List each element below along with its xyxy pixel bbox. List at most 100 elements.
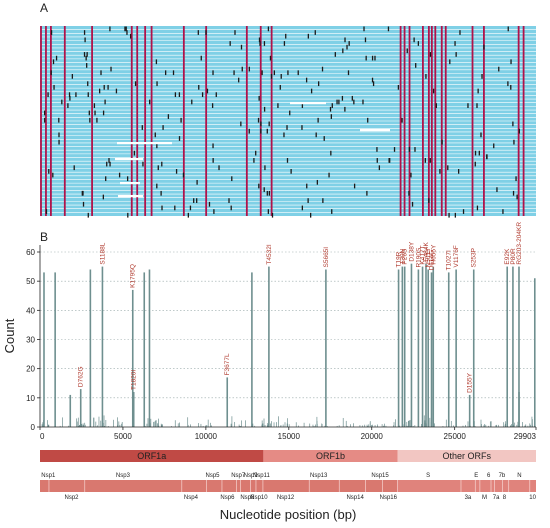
x-axis-title: Nucleotide position (bp) — [220, 507, 357, 522]
mutation-bar — [268, 266, 270, 427]
minor-mutation-bar — [366, 424, 368, 427]
variant-column — [150, 26, 153, 216]
sample-mutation-dot — [201, 92, 204, 98]
sample-mutation-dot — [88, 110, 90, 116]
minor-mutation-bar — [467, 421, 469, 427]
mutation-bar — [43, 272, 45, 427]
sample-mutation-dot — [127, 212, 129, 218]
sample-mutation-dot — [388, 158, 390, 163]
variant-column — [427, 26, 430, 216]
y-tick-label: 50 — [26, 277, 35, 286]
mutation-bar — [101, 266, 104, 427]
sample-mutation-dot — [52, 59, 55, 65]
minor-mutation-bar — [374, 425, 376, 427]
minor-mutation-bar — [516, 424, 518, 427]
mutation-label: T19R — [396, 251, 403, 267]
sample-mutation-dot — [87, 92, 89, 98]
nsp-label-top: N — [517, 473, 521, 479]
minor-mutation-bar — [450, 420, 452, 427]
minor-mutation-bar — [76, 418, 78, 427]
mutation-bar — [518, 392, 520, 427]
variant-column — [205, 26, 208, 216]
minor-mutation-bar — [155, 420, 157, 427]
sample-mutation-dot — [67, 103, 69, 108]
sample-mutation-dot — [393, 147, 396, 152]
nsp-label-top: Nsp7 — [231, 473, 246, 479]
sample-mutation-dot — [415, 63, 417, 68]
sample-mutation-dot — [53, 84, 55, 90]
sample-mutation-dot — [397, 84, 400, 90]
sample-mutation-dot — [193, 198, 195, 203]
sample-mutation-dot — [283, 132, 285, 138]
nsp-label-top: Nsp5 — [205, 473, 220, 479]
sample-mutation-dot — [401, 117, 403, 123]
sample-mutation-dot — [474, 150, 477, 156]
heatmap-variant-columns — [40, 26, 525, 216]
sample-mutation-dot — [314, 30, 316, 35]
minor-mutation-bar — [336, 425, 338, 427]
sample-mutation-dot — [280, 74, 282, 79]
sample-mutation-dot — [240, 121, 242, 127]
minor-mutation-bar — [527, 425, 529, 427]
orf-label: ORF1b — [316, 451, 345, 461]
variant-column — [440, 26, 443, 216]
sample-mutation-dot — [134, 81, 137, 87]
minor-mutation-bar — [284, 422, 286, 427]
sample-mutation-dot — [263, 106, 266, 112]
mutation-label: T4532I — [266, 244, 273, 264]
minor-mutation-bar — [267, 423, 269, 427]
minor-mutation-bar — [483, 425, 485, 427]
x-tick-label: 5000 — [114, 432, 132, 441]
minor-mutation-bar — [522, 422, 523, 427]
minor-mutation-bar — [321, 423, 323, 427]
sample-mutation-dot — [118, 172, 121, 178]
minor-mutation-bar — [377, 424, 378, 427]
sample-mutation-dot — [286, 158, 289, 163]
minor-mutation-bar — [207, 419, 209, 427]
sample-mutation-dot — [428, 198, 430, 203]
minor-mutation-bar — [316, 420, 318, 427]
minor-mutation-bar — [264, 425, 266, 427]
minor-mutation-bar — [474, 426, 476, 427]
minor-mutation-bar — [361, 425, 363, 427]
minor-mutation-bar — [62, 417, 63, 427]
nsp-label-bottom: 3a — [465, 495, 472, 501]
minor-mutation-bar — [41, 424, 43, 427]
sample-mutation-dot — [106, 161, 108, 167]
variant-column — [434, 26, 437, 216]
mutation-bar — [397, 269, 400, 427]
sample-mutation-dot — [52, 172, 54, 178]
mutation-bar — [79, 389, 82, 427]
minor-mutation-bar — [210, 422, 211, 427]
sample-mutation-dot — [310, 88, 313, 94]
sample-mutation-dot — [61, 99, 63, 105]
sample-mutation-dot — [435, 103, 437, 108]
sample-mutation-dot — [268, 190, 271, 196]
sample-mutation-dot — [82, 201, 85, 207]
minor-mutation-bar — [342, 417, 344, 427]
minor-mutation-bar — [312, 424, 314, 427]
panel-a-label: A — [40, 1, 48, 15]
sample-mutation-dot — [160, 190, 162, 196]
minor-mutation-bar — [107, 426, 109, 427]
minor-mutation-bar — [93, 417, 95, 427]
sample-mutation-dot — [196, 198, 198, 203]
minor-mutation-bar — [81, 423, 83, 427]
minor-mutation-bar — [100, 420, 102, 427]
sample-mutation-dot — [161, 161, 163, 167]
sample-mutation-dot — [73, 165, 75, 171]
sample-mutation-dot — [267, 26, 270, 32]
minor-mutation-bar — [84, 424, 86, 427]
minor-mutation-bar — [198, 423, 199, 427]
minor-mutation-bar — [47, 424, 49, 427]
minor-mutation-bar — [190, 424, 191, 427]
minor-mutation-bar — [239, 426, 241, 427]
nsp-label-bottom: 7a — [493, 495, 500, 501]
sample-mutation-dot — [413, 37, 415, 43]
sample-mutation-dot — [516, 194, 518, 200]
sample-mutation-dot — [376, 158, 378, 163]
orf-segment — [397, 450, 536, 462]
x-tick-label: 29903 — [514, 432, 537, 441]
sample-mutation-dot — [287, 70, 289, 76]
